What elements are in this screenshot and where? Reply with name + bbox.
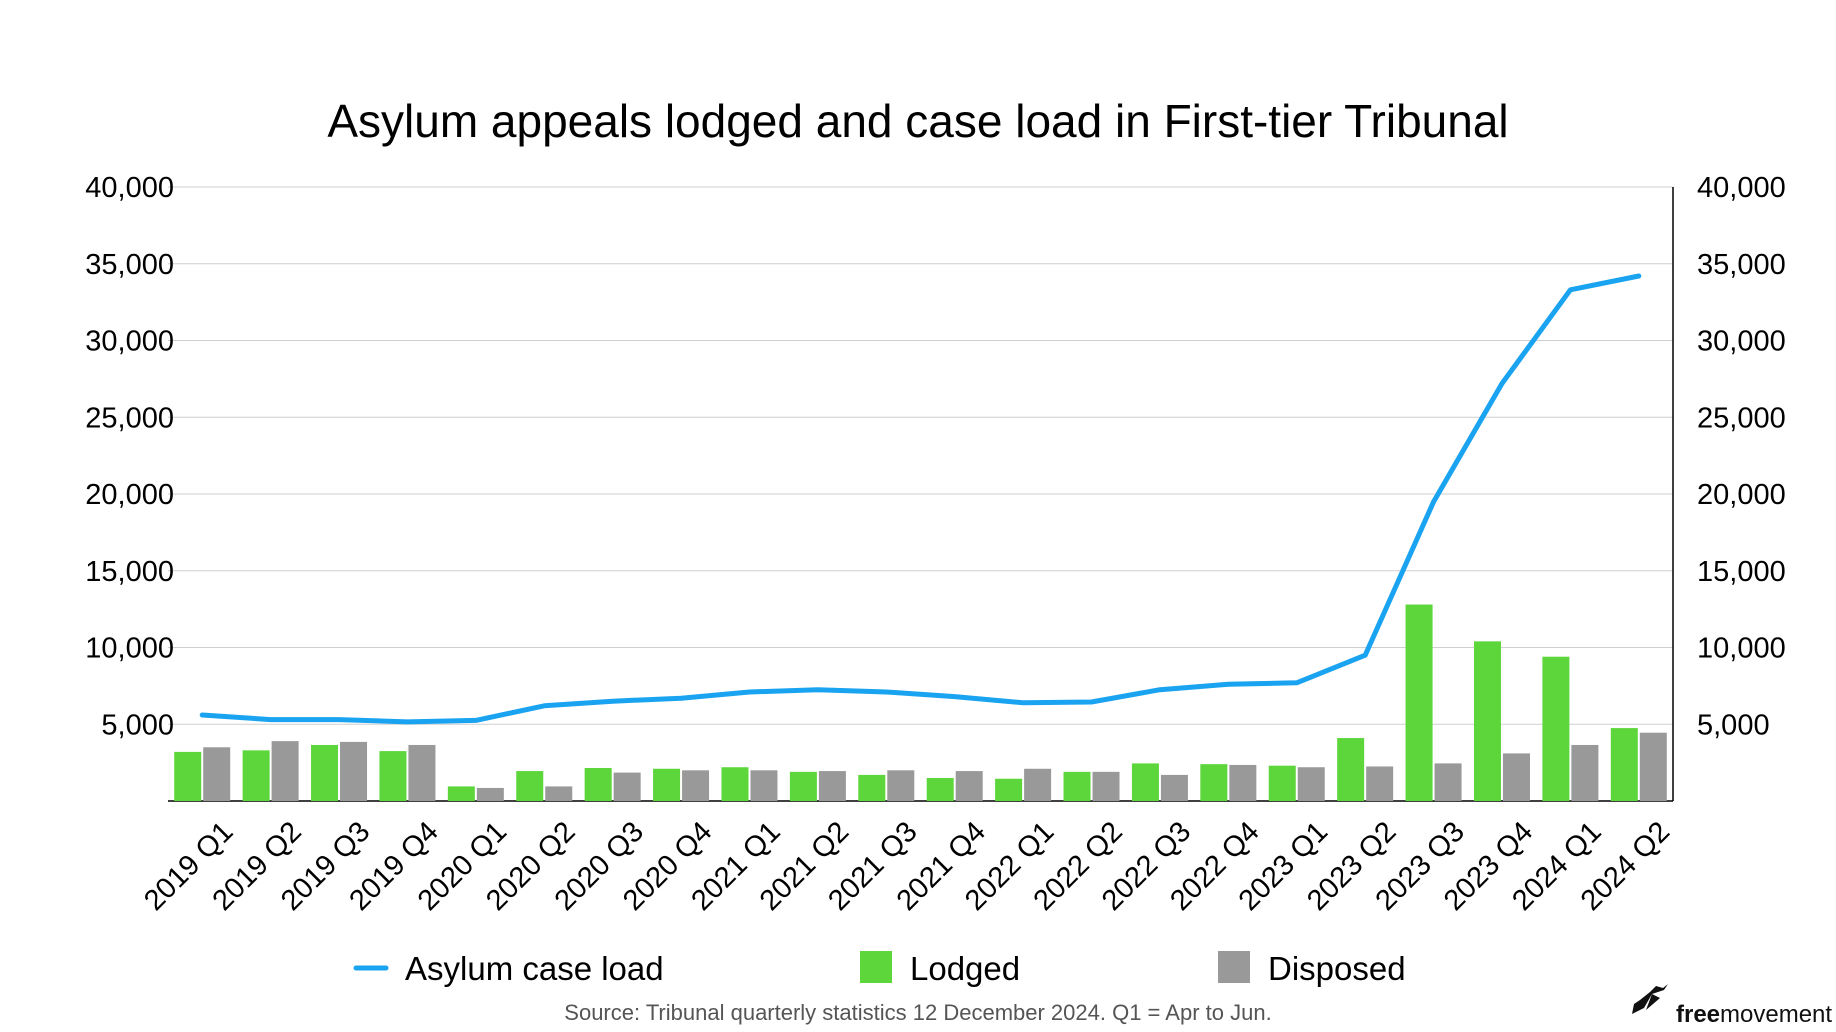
bar-disposed [613, 772, 641, 801]
y-tick-left-label: 15,000 [85, 556, 174, 588]
legend: Asylum case load Lodged Disposed [353, 950, 1406, 987]
legend-disposed-swatch [1218, 951, 1250, 983]
bar-lodged [516, 771, 544, 801]
legend-label-case-load: Asylum case load [405, 950, 664, 987]
bar-lodged [995, 778, 1023, 801]
bar-lodged [447, 786, 475, 801]
bar-disposed [750, 770, 778, 801]
y-axis-left-ticks: 40,000 35,000 30,000 25,000 20,000 15,000 10,0… [85, 172, 174, 741]
legend-label-lodged: Lodged [910, 950, 1020, 987]
y-tick-left-label: 35,000 [85, 249, 174, 281]
bar-lodged [584, 767, 612, 801]
bar-lodged [858, 774, 886, 801]
bar-disposed [1639, 732, 1667, 801]
bar-disposed [682, 770, 710, 801]
bar-lodged [926, 777, 954, 801]
bar-disposed [955, 771, 983, 801]
bars [174, 604, 1667, 801]
bar-lodged [1337, 738, 1365, 801]
bar-lodged [1542, 656, 1570, 801]
bar-lodged [311, 744, 339, 801]
y-tick-right-label: 25,000 [1697, 402, 1786, 434]
bar-lodged [242, 750, 270, 801]
line-series [199, 273, 1642, 725]
bar-disposed [476, 787, 504, 801]
y-tick-left-label: 5,000 [101, 709, 174, 741]
bar-lodged [1610, 728, 1638, 801]
bar-lodged [1131, 763, 1159, 801]
chart-title: Asylum appeals lodged and case load in F… [327, 95, 1508, 147]
bar-disposed [1434, 763, 1462, 801]
y-tick-left-label: 40,000 [85, 172, 174, 204]
bar-disposed [1297, 767, 1325, 801]
bar-lodged [1473, 641, 1501, 801]
bar-disposed [271, 741, 299, 801]
y-tick-right-label: 5,000 [1697, 709, 1770, 741]
y-tick-left-label: 10,000 [85, 633, 174, 665]
brand-name-bold: free [1676, 1001, 1720, 1028]
legend-label-disposed: Disposed [1268, 950, 1406, 987]
bar-lodged [1268, 765, 1296, 801]
bar-lodged [653, 768, 681, 801]
bar-disposed [545, 786, 573, 801]
bar-lodged [174, 751, 202, 801]
y-axis-right-ticks: 40,000 35,000 30,000 25,000 20,000 15,000 10,0… [1697, 172, 1786, 741]
bar-lodged [789, 771, 817, 801]
bar-disposed [1229, 764, 1257, 801]
y-tick-right-label: 30,000 [1697, 326, 1786, 358]
brand: freemovement [1632, 984, 1832, 1028]
bar-lodged [379, 751, 407, 801]
bar-disposed [408, 744, 436, 801]
bar-disposed [818, 771, 846, 801]
bar-disposed [1366, 766, 1394, 801]
bar-lodged [1063, 771, 1091, 801]
bar-disposed [340, 741, 368, 801]
y-tick-right-label: 15,000 [1697, 556, 1786, 588]
line-asylum-case-load [199, 273, 1642, 725]
bar-disposed [1092, 771, 1120, 801]
bar-lodged [721, 767, 749, 801]
y-tick-left-label: 25,000 [85, 402, 174, 434]
gridlines [168, 186, 1673, 725]
bar-disposed [1024, 768, 1052, 801]
y-tick-left-label: 30,000 [85, 326, 174, 358]
y-tick-right-label: 35,000 [1697, 249, 1786, 281]
brand-name: freemovement [1676, 1001, 1832, 1028]
bar-disposed [887, 770, 915, 801]
bar-disposed [1160, 774, 1188, 801]
legend-lodged-swatch [860, 951, 892, 983]
bar-disposed [1571, 744, 1599, 801]
brand-name-rest: movement [1720, 1001, 1832, 1028]
bar-disposed [1502, 753, 1530, 801]
y-tick-right-label: 40,000 [1697, 172, 1786, 204]
bar-lodged [1405, 604, 1433, 801]
y-tick-left-label: 20,000 [85, 479, 174, 511]
y-tick-right-label: 10,000 [1697, 633, 1786, 665]
y-tick-right-label: 20,000 [1697, 479, 1786, 511]
bird-logo-icon [1632, 984, 1668, 1014]
bar-lodged [1200, 764, 1228, 801]
source-note: Source: Tribunal quarterly statistics 12… [564, 1000, 1271, 1025]
bar-disposed [203, 747, 231, 801]
